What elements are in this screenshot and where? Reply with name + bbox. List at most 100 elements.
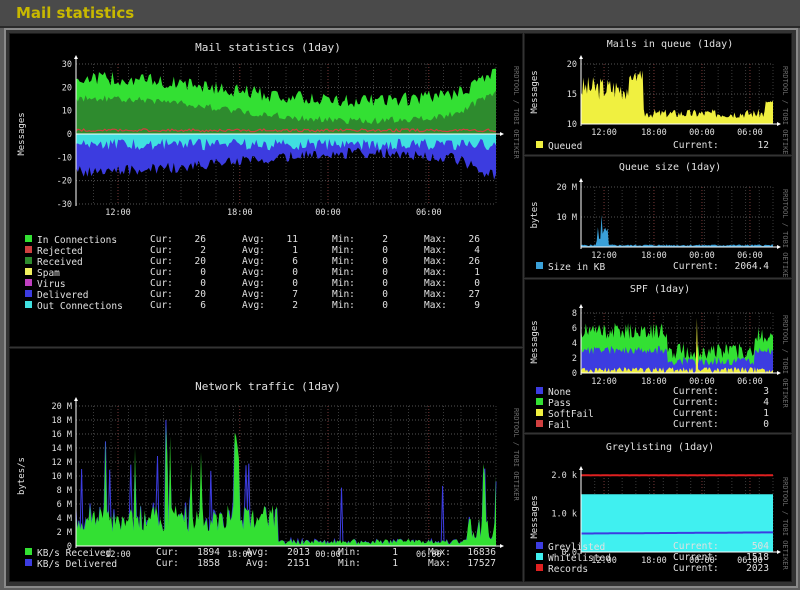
mail-ylabel: Messages <box>17 112 27 155</box>
legend-swatch <box>24 289 33 298</box>
queue-size-chart: Queue size (1day) bytes RRDTOOL / TOBI OET… <box>530 162 789 277</box>
legend-row: Received Cur: 20 Avg: 6 Min: 0 Max: 26 <box>24 256 514 268</box>
legend-label: Delivered <box>37 290 89 301</box>
queue-xtick-label: 12:00 <box>591 128 617 138</box>
legend-value-min: 0 <box>382 289 388 300</box>
legend-row: Out Connections Cur: 6 Avg: 2 Min: 0 Max: 9 <box>24 300 514 312</box>
net-ytick-label: 10 M <box>52 472 72 482</box>
legend-row: Greylisted Current: 504 <box>535 541 785 553</box>
legend-row: Whitelisted Current: 1518 <box>535 552 785 564</box>
mail-statistics-panel: Mail statistics (1day) Messages RRDTOOL / … <box>9 33 523 347</box>
spf-side-label: RRDTOOL / TOBI OETIKER <box>781 315 789 409</box>
legend-row: Queued Current: 12 <box>535 140 785 152</box>
spf-chart: SPF (1day) Messages RRDTOOL / TOBI OETIKER… <box>530 284 789 409</box>
net-title: Network traffic (1day) <box>195 380 341 393</box>
legend-col-head: Min: <box>338 547 361 558</box>
legend-col-head: Cur: <box>156 558 179 569</box>
legend-col-head: Avg: <box>242 234 265 245</box>
legend-row: SoftFail Current: 1 <box>535 408 785 420</box>
legend-value-max: 17527 <box>467 558 496 569</box>
legend-col-head: Avg: <box>242 267 265 278</box>
legend-current-value: 0 <box>763 419 769 430</box>
qsize-series-size-in-kb <box>581 215 773 247</box>
legend-value-min: 0 <box>382 278 388 289</box>
net-ytick-label: 0 <box>67 542 72 552</box>
spf-ytick-label: 2 <box>572 354 577 364</box>
mail-x-arrow <box>500 132 504 136</box>
legend-value-max: 9 <box>474 300 480 311</box>
grey-xtick-label: 12:00 <box>591 556 617 566</box>
qsize-x-arrow <box>777 245 781 249</box>
spf-ytick-label: 6 <box>572 324 577 334</box>
legend-label: Greylisted <box>548 542 606 553</box>
legend-label: Records <box>548 564 589 575</box>
legend-value-cur: 1858 <box>197 558 220 569</box>
legend-current-label: Current: <box>673 386 719 397</box>
legend-col-head: Cur: <box>150 256 173 267</box>
legend-col-head: Max: <box>424 256 447 267</box>
legend-label: Pass <box>548 398 571 409</box>
spf-xtick-label: 18:00 <box>641 377 667 387</box>
legend-row: In Connections Cur: 26 Avg: 11 Min: 2 Max: 26 <box>24 234 514 246</box>
legend-current-label: Current: <box>673 552 719 563</box>
legend-col-head: Min: <box>332 267 355 278</box>
legend-label: SoftFail <box>548 409 594 420</box>
mail-ytick-label: 0 <box>67 130 72 140</box>
legend-value-cur: 0 <box>200 267 206 278</box>
net-ytick-label: 14 M <box>52 444 72 454</box>
legend-col-head: Min: <box>338 558 361 569</box>
network-traffic-panel: Network traffic (1day) bytes/s RRDTOOL / T… <box>9 348 523 582</box>
legend-label: Fail <box>548 420 571 431</box>
net-ytick-label: 20 M <box>52 402 72 412</box>
legend-col-head: Cur: <box>156 547 179 558</box>
legend-value-min: 0 <box>382 256 388 267</box>
legend-col-head: Min: <box>332 256 355 267</box>
legend-current-value: 4 <box>763 397 769 408</box>
net-ytick-label: 4 M <box>57 514 72 524</box>
legend-col-head: Cur: <box>150 267 173 278</box>
greylisting-legend: Greylisted Current: 504 Whitelisted Current:… <box>535 541 785 577</box>
mails-in-queue-legend: Queued Current: 12 <box>535 140 785 152</box>
page-header: Mail statistics <box>0 0 800 28</box>
net-xtick-label: 18:00 <box>227 550 253 560</box>
mail-side-label: RRDTOOL / TOBI OETIKER <box>512 66 520 160</box>
qsize-xtick-label: 06:00 <box>737 251 763 261</box>
legend-row: None Current: 3 <box>535 386 785 398</box>
legend-row: Fail Current: 0 <box>535 419 785 431</box>
legend-row: Rejected Cur: 2 Avg: 1 Min: 0 Max: 4 <box>24 245 514 257</box>
spf-ytick-label: 4 <box>572 339 577 349</box>
queue-size-panel: Queue size (1day) bytes RRDTOOL / TOBI OET… <box>524 156 792 278</box>
spf-ytick-label: 0 <box>572 369 577 379</box>
legend-swatch <box>535 261 544 270</box>
mails-in-queue-chart: Mails in queue (1day) Messages RRDTOOL / T… <box>530 39 789 154</box>
legend-value-max: 26 <box>468 234 480 245</box>
legend-label: Whitelisted <box>548 553 611 564</box>
grey-ytick-label: 2.0 k <box>551 471 577 481</box>
legend-current-value: 1 <box>763 408 769 419</box>
spf-ytick-label: 8 <box>572 309 577 319</box>
spf-series-none <box>581 345 773 373</box>
page-title: Mail statistics <box>16 4 135 22</box>
mail-y-arrow <box>74 55 78 59</box>
queue-x-arrow <box>777 122 781 126</box>
legend-current-label: Current: <box>673 563 719 574</box>
legend-current-label: Current: <box>673 397 719 408</box>
net-ytick-label: 16 M <box>52 430 72 440</box>
legend-value-avg: 1 <box>292 245 298 256</box>
legend-value-max: 26 <box>468 256 480 267</box>
queue-xtick-label: 00:00 <box>689 128 715 138</box>
mail-ytick-label: 10 <box>62 107 72 117</box>
legend-label: KB/s Received <box>37 548 112 559</box>
legend-swatch <box>535 563 544 572</box>
legend-swatch <box>535 140 544 149</box>
mail-ytick-label: -10 <box>57 153 72 163</box>
legend-swatch <box>535 408 544 417</box>
legend-label: Spam <box>37 268 60 279</box>
mail-ytick-label: -30 <box>57 200 72 210</box>
legend-value-cur: 20 <box>194 289 206 300</box>
dashboard-frame: Mail statistics (1day) Messages RRDTOOL / … <box>4 28 798 588</box>
greylisting-panel: Greylisting (1day) Messages RRDTOOL / TOBI… <box>524 434 792 582</box>
mail-statistics-legend: In Connections Cur: 26 Avg: 11 Min: 2 Max: 26 Rej… <box>24 234 514 314</box>
spf-xtick-label: 12:00 <box>591 377 617 387</box>
mail-series-received <box>76 90 496 134</box>
